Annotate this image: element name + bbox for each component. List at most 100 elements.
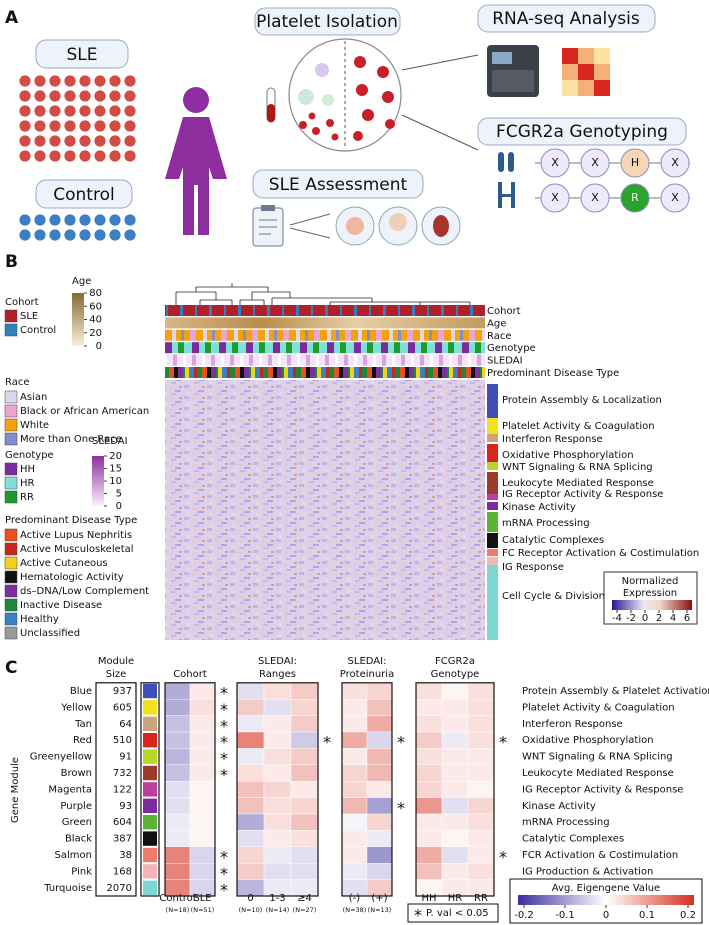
- module-description: Catalytic Complexes: [522, 834, 624, 845]
- heat-cell: [263, 797, 292, 815]
- box-label: Control: [53, 185, 114, 205]
- module-label: WNT Signaling & RNA Splicing: [502, 462, 653, 473]
- header: Module: [98, 656, 134, 667]
- legend-swatch: [4, 598, 18, 612]
- heat-cell: [290, 781, 319, 798]
- heat-cell: [441, 715, 469, 733]
- module-swatch: [143, 864, 157, 879]
- sle-person-dot: [19, 90, 31, 102]
- module-description: mRNA Processing: [522, 817, 610, 828]
- legend-tick-label: 0: [116, 501, 122, 512]
- legend-tick-label: 5: [116, 489, 122, 500]
- module-bar: [487, 512, 498, 532]
- group-frame: [341, 682, 393, 897]
- legend-gradient: [92, 456, 104, 506]
- legend-label: HR: [20, 478, 35, 489]
- heat-cell: [415, 797, 443, 815]
- legend-label: HH: [20, 464, 35, 475]
- sle-person-dot: [79, 120, 91, 132]
- annotation-track: [165, 367, 485, 378]
- sle-person-dot: [49, 90, 61, 102]
- n-label: (N=38): [343, 906, 367, 914]
- legend-swatch: [4, 476, 18, 490]
- module-size: 168: [113, 866, 132, 877]
- expression-legend-box: [603, 571, 698, 625]
- sle-person-dot: [79, 135, 91, 147]
- sle-person-dot: [64, 120, 76, 132]
- heat-cell: [164, 748, 191, 766]
- heat-cell: [467, 797, 495, 815]
- module-description: Leukocyte Mediated Response: [522, 768, 674, 779]
- heat-cell: [467, 813, 495, 831]
- heat-cell: [441, 830, 469, 848]
- heat-cell: [189, 863, 216, 880]
- heat-cell: [366, 830, 393, 848]
- legend-title: Predominant Disease Type: [5, 515, 137, 526]
- heat-cell: [467, 863, 495, 880]
- significance-star: *: [323, 733, 331, 752]
- sle-person-dot: [124, 120, 136, 132]
- legend-title: Genotype: [5, 450, 54, 461]
- heat-cell: [415, 781, 443, 798]
- module-swatch: [143, 798, 157, 813]
- pval-note: P. val < 0.05: [426, 908, 489, 919]
- control-person-dot: [34, 229, 46, 241]
- legend-tick-label: 20: [89, 328, 102, 339]
- heat-cell: [341, 764, 368, 782]
- sle-person-dot: [79, 150, 91, 162]
- module-description: FCR Activation & Costimulation: [522, 850, 678, 861]
- heat-cell: [415, 813, 443, 831]
- module-size: 604: [113, 817, 132, 828]
- heat-cell: [467, 699, 495, 716]
- woman-figure: [165, 87, 227, 235]
- legend-title: Avg. Eigengene Value: [552, 883, 660, 894]
- heat-cell: [341, 781, 368, 798]
- sle-person-dot: [109, 75, 121, 87]
- heat-cell: [467, 781, 495, 798]
- heat-cell: [164, 764, 191, 782]
- legend-tick-label: 6: [684, 613, 690, 624]
- module-bar: [487, 533, 498, 548]
- module-size: 122: [113, 784, 132, 795]
- heat-cell: [236, 682, 265, 700]
- group-frame: [415, 682, 495, 897]
- heat-cell: [236, 764, 265, 782]
- legend-label: SLE: [20, 311, 38, 322]
- sle-person-dot: [94, 105, 106, 117]
- legend-tick-label: 15: [109, 464, 122, 475]
- legend-label: Active Lupus Nephritis: [20, 530, 132, 541]
- heat-cell: [263, 731, 292, 749]
- heat-cell: [441, 731, 469, 749]
- box-label: FCGR2a Genotyping: [496, 122, 668, 142]
- legend-tick-label: 60: [89, 301, 102, 312]
- legend-tick-label: 0.2: [680, 910, 696, 921]
- legend-tick-label: -0.1: [555, 910, 575, 921]
- heat-cell: [467, 830, 495, 848]
- heat-cell: [263, 863, 292, 880]
- heat-cell: [236, 830, 265, 848]
- heat-cell: [415, 764, 443, 782]
- significance-star: *: [499, 848, 507, 867]
- heat-cell: [189, 731, 216, 749]
- clipboard-icon: [252, 205, 284, 247]
- heat-cell: [189, 797, 216, 815]
- module-swatch: [143, 765, 157, 781]
- module-bar: [487, 444, 498, 462]
- heat-cell: [263, 748, 292, 766]
- heat-cell: [415, 846, 443, 864]
- panel-label: C: [5, 658, 17, 678]
- column-label: Control: [159, 893, 195, 904]
- heat-cell: [441, 748, 469, 766]
- control-person-dot: [64, 214, 76, 226]
- control-person-dot: [94, 229, 106, 241]
- column-label: (-): [349, 893, 361, 904]
- legend-tick-label: 2: [656, 613, 662, 624]
- heat-cell: [164, 715, 191, 733]
- row-name: Salmon: [55, 850, 92, 861]
- group-title: FCGR2a: [435, 656, 475, 667]
- sle-person-dot: [109, 105, 121, 117]
- sle-person-dot: [124, 105, 136, 117]
- row-name: Tan: [74, 719, 92, 730]
- module-bar: [487, 418, 498, 434]
- mini-heatmap: [562, 48, 610, 96]
